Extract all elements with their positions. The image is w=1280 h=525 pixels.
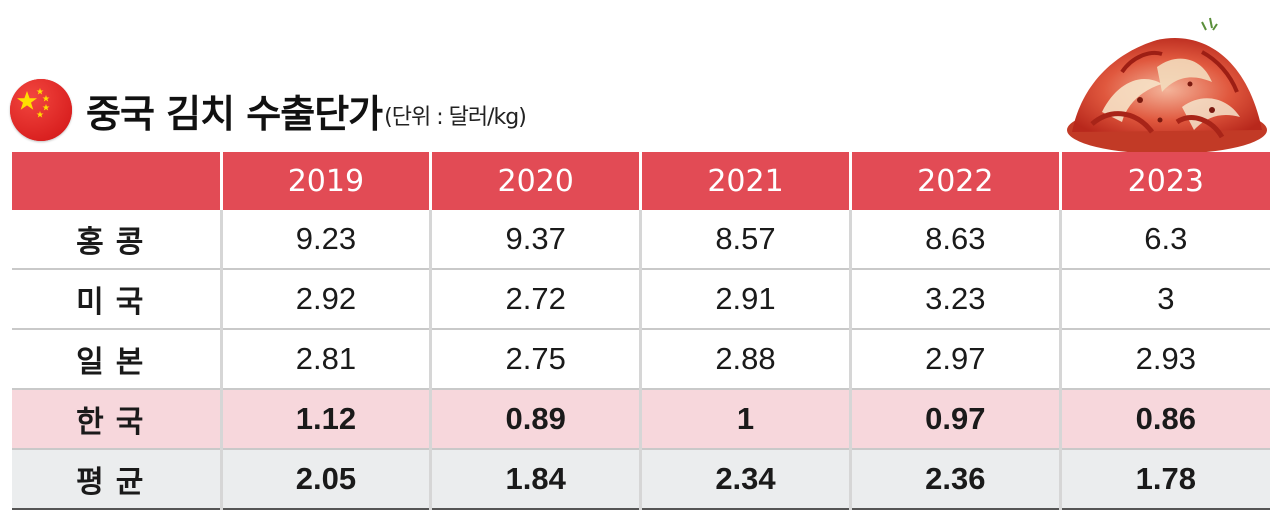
title-area: 중국 김치 수출단가 (단위 : 달러/kg) <box>10 72 527 148</box>
table-row: 홍콩 9.23 9.37 8.57 8.63 6.3 <box>12 210 1270 269</box>
row-label: 일본 <box>12 328 221 389</box>
table-cell: 2.05 <box>219 448 431 510</box>
table-cell: 0.86 <box>1058 388 1270 449</box>
row-label: 홍콩 <box>76 225 156 260</box>
header-corner <box>12 152 221 210</box>
row-label: 미국 <box>12 268 221 329</box>
table-row-highlight: 한국 1.12 0.89 1 0.97 0.86 <box>12 388 1270 449</box>
table-cell: 3 <box>1058 268 1270 329</box>
table-cell: 9.37 <box>429 210 641 269</box>
table-cell: 3.23 <box>848 268 1061 329</box>
row-label: 평균 <box>12 448 221 510</box>
table-cell: 1 <box>639 388 851 449</box>
table-row-average: 평균 2.05 1.84 2.34 2.36 1.78 <box>12 448 1270 510</box>
table-row: 미국 2.92 2.72 2.91 3.23 3 <box>12 268 1270 329</box>
header-year: 2021 <box>639 152 851 210</box>
table-row: 일본 2.81 2.75 2.88 2.97 2.93 <box>12 328 1270 389</box>
header-year: 2020 <box>429 152 641 210</box>
table-cell: 2.36 <box>848 448 1061 510</box>
table-cell: 1.84 <box>429 448 641 510</box>
table-cell: 8.57 <box>639 210 851 269</box>
header-year: 2023 <box>1058 152 1270 210</box>
table-cell: 9.23 <box>219 210 431 269</box>
table-cell: 2.97 <box>848 328 1061 389</box>
unit-label: (단위 : 달러/kg) <box>384 105 527 130</box>
table-cell: 1.78 <box>1058 448 1270 510</box>
table-cell: 2.92 <box>219 268 431 329</box>
row-label: 한국 <box>12 388 221 449</box>
table-cell: 2.91 <box>639 268 851 329</box>
table-cell: 2.81 <box>219 328 431 389</box>
table-cell: 2.34 <box>639 448 851 510</box>
header-year: 2022 <box>848 152 1061 210</box>
header-row: 2019 2020 2021 2022 2023 <box>12 152 1270 210</box>
china-flag-icon <box>10 79 72 141</box>
table-cell: 6.3 <box>1058 210 1270 269</box>
table-cell: 2.72 <box>429 268 641 329</box>
table-cell: 2.88 <box>639 328 851 389</box>
table-cell: 1.12 <box>219 388 431 449</box>
table-cell: 0.89 <box>429 388 641 449</box>
table-cell: 2.75 <box>429 328 641 389</box>
table-cell: 8.63 <box>848 210 1061 269</box>
table-cell: 0.97 <box>848 388 1061 449</box>
price-table: 2019 2020 2021 2022 2023 홍콩 9.23 9.37 8.… <box>12 152 1270 510</box>
table-cell: 2.93 <box>1058 328 1270 389</box>
header-year: 2019 <box>219 152 431 210</box>
kimchi-image <box>1062 12 1272 157</box>
chart-title: 중국 김치 수출단가 <box>86 91 383 136</box>
